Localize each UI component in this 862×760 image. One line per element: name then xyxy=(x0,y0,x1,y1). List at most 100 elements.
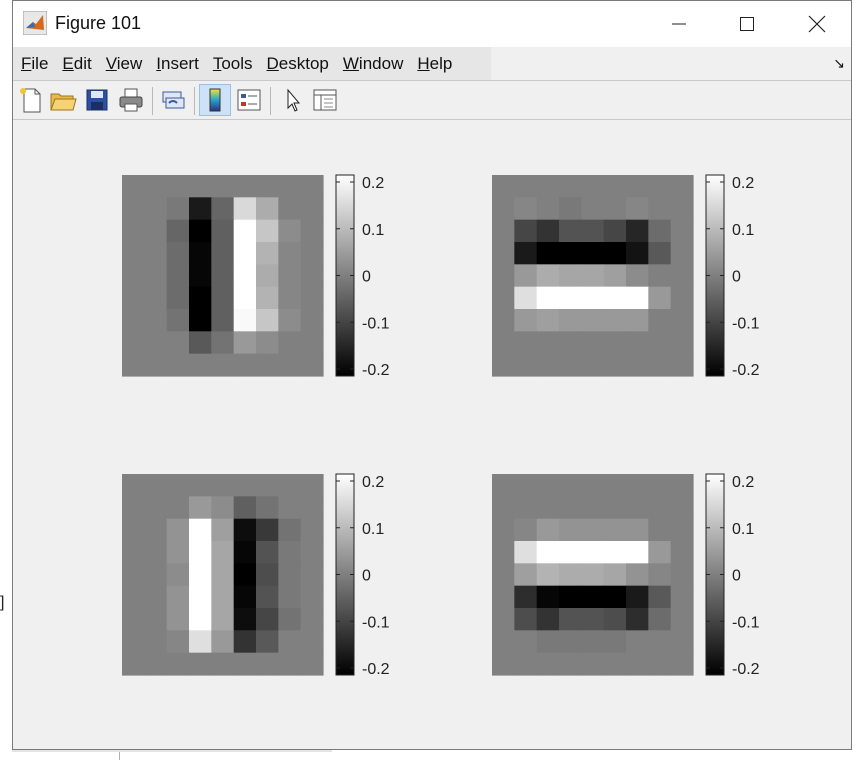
heatmap-cell xyxy=(189,219,212,243)
heatmap-cell xyxy=(166,496,190,520)
heatmap-cell xyxy=(670,518,694,542)
heatmap-cell xyxy=(670,630,694,654)
heatmap-cell xyxy=(278,286,302,310)
heatmap-cell xyxy=(122,309,145,332)
heatmap-cell xyxy=(559,563,582,587)
heatmap-cell xyxy=(144,541,168,564)
colorbar-tick-label: -0.1 xyxy=(362,614,390,631)
heatmap-cell xyxy=(233,652,257,676)
heatmap-cell xyxy=(626,219,649,243)
heatmap-cell xyxy=(670,286,694,310)
heatmap-cell xyxy=(648,652,672,676)
heatmap-cell xyxy=(211,353,235,377)
heatmap-panel-top-right: 0.2 0.1 0 -0.1 -0.2 xyxy=(492,174,760,379)
heatmap-cell xyxy=(514,175,538,198)
heatmap-cell xyxy=(670,197,694,221)
menu-insert[interactable]: Insert xyxy=(148,47,205,80)
heatmap-cell xyxy=(300,242,324,265)
heatmap-cell xyxy=(514,353,538,377)
heatmap-cell xyxy=(492,518,515,542)
save-button[interactable] xyxy=(81,84,113,116)
heatmap-cell xyxy=(189,630,212,654)
heatmap-cell xyxy=(233,474,257,497)
heatmap-cell xyxy=(166,652,190,676)
close-button[interactable] xyxy=(783,1,851,47)
colorbar-tick-label: -0.2 xyxy=(362,661,390,678)
heatmap-cell xyxy=(670,353,694,377)
insert-legend-button[interactable] xyxy=(233,84,265,116)
print-button[interactable] xyxy=(115,84,147,116)
menu-label: esktop xyxy=(278,54,329,73)
heatmap-cell xyxy=(648,608,672,631)
insert-colorbar-button[interactable] xyxy=(199,84,231,116)
heatmap-cell xyxy=(559,630,582,654)
new-figure-button[interactable] xyxy=(15,84,47,116)
edit-plot-button[interactable] xyxy=(277,84,309,116)
dock-arrow-icon[interactable]: ↘ xyxy=(833,55,845,71)
heatmap-cell xyxy=(300,309,324,332)
minimize-button[interactable] xyxy=(645,1,713,47)
heatmap-cell xyxy=(256,652,279,676)
heatmap-cell xyxy=(492,309,515,332)
heatmap-cell xyxy=(122,630,145,654)
window-title: Figure 101 xyxy=(55,13,142,33)
heatmap-cell xyxy=(256,309,279,332)
heatmap-cell xyxy=(670,175,694,198)
menu-window[interactable]: Window xyxy=(335,47,409,80)
heatmap-cell xyxy=(189,563,212,587)
heatmap-cell xyxy=(536,518,560,542)
heatmap-cell xyxy=(300,608,324,631)
menu-tools[interactable]: Tools xyxy=(205,47,259,80)
heatmap-cell xyxy=(581,630,605,654)
heatmap-cell xyxy=(233,219,257,243)
colorbar-tick-label: -0.1 xyxy=(732,315,760,332)
menu-help[interactable]: Help xyxy=(409,47,458,80)
menu-file[interactable]: File xyxy=(13,47,54,80)
maximize-button[interactable] xyxy=(713,1,781,47)
property-inspector-icon xyxy=(313,89,337,111)
link-plot-button[interactable] xyxy=(157,84,189,116)
heatmap-cell xyxy=(256,286,279,310)
property-inspector-button[interactable] xyxy=(309,84,341,116)
heatmap-cell xyxy=(189,197,212,221)
heatmap-cell xyxy=(144,197,168,221)
heatmap-cell xyxy=(626,309,649,332)
menu-edit[interactable]: Edit xyxy=(54,47,97,80)
colorbar-tick-label: 0 xyxy=(362,269,371,286)
title-bar[interactable]: Figure 101 xyxy=(13,1,851,47)
figure-canvas[interactable]: 0.2 0.1 0 -0.1 -0.2 0.2 0.1 0 -0.1 -0.2 0.2 0.1 0 -0.… xyxy=(13,120,851,749)
heatmap-cell xyxy=(166,219,190,243)
heatmap-cell xyxy=(189,242,212,265)
heatmap-cell xyxy=(559,197,582,221)
heatmap-cell xyxy=(189,331,212,355)
heatmap-cell xyxy=(492,585,515,609)
link-plot-icon xyxy=(162,91,185,109)
heatmap-cell xyxy=(536,585,560,609)
new-figure-icon xyxy=(20,88,41,113)
heatmap-cell xyxy=(514,219,538,243)
heatmap-cell xyxy=(189,541,212,564)
heatmap-cell xyxy=(233,197,257,221)
heatmap-cell xyxy=(300,353,324,377)
heatmap-cell xyxy=(492,541,515,564)
heatmap-cell xyxy=(536,630,560,654)
heatmap-cell xyxy=(256,518,279,542)
heatmap-cell xyxy=(256,608,279,631)
heatmap-cell xyxy=(603,353,627,377)
heatmap-cell xyxy=(581,286,605,310)
open-file-button[interactable] xyxy=(47,84,79,116)
heatmap-cell xyxy=(581,563,605,587)
heatmap-cell xyxy=(603,652,627,676)
heatmap-cell xyxy=(300,264,324,288)
heatmap-cell xyxy=(211,541,235,564)
menu-view[interactable]: View xyxy=(98,47,149,80)
heatmap-cell xyxy=(514,518,538,542)
menu-desktop[interactable]: Desktop xyxy=(259,47,335,80)
heatmap-cell xyxy=(603,264,627,288)
heatmap-cell xyxy=(492,242,515,265)
heatmap-cell xyxy=(648,630,672,654)
heatmap-cell xyxy=(166,264,190,288)
heatmap-cell xyxy=(300,585,324,609)
heatmap-cell xyxy=(233,242,257,265)
heatmap-cell xyxy=(256,264,279,288)
